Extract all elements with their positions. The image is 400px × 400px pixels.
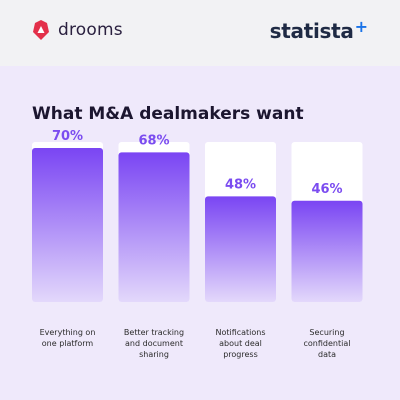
drooms-logo[interactable]: drooms [32, 20, 123, 40]
bar-better-tracking-document-sharing [118, 152, 190, 302]
bar-everything-on-one-platform [32, 148, 103, 302]
chart-title: What M&A dealmakers want [32, 104, 304, 124]
value-label-securing-confidential-data: 46% [311, 182, 342, 197]
drooms-logo-icon [33, 20, 49, 40]
value-label-everything-on-one-platform: 70% [52, 129, 83, 144]
category-label-securing-confidential-data: Securing confidential data [304, 328, 351, 359]
bar-notifications-deal-progress [205, 196, 276, 302]
header-bar: drooms statista + [0, 0, 400, 66]
category-label-notifications-deal-progress: Notifications about deal progress [215, 328, 265, 359]
value-label-better-tracking-document-sharing: 68% [138, 133, 169, 148]
category-label-better-tracking-document-sharing: Better tracking and document sharing [124, 328, 184, 359]
statista-plus-mark: + [354, 17, 368, 36]
drooms-brand-text: drooms [58, 20, 123, 40]
bar-securing-confidential-data [291, 200, 363, 302]
statista-logo[interactable]: statista + [269, 17, 368, 44]
statista-brand-text: statista [269, 19, 354, 43]
category-label-everything-on-one-platform: Everything on one platform [40, 328, 96, 348]
value-label-notifications-deal-progress: 48% [225, 177, 256, 192]
